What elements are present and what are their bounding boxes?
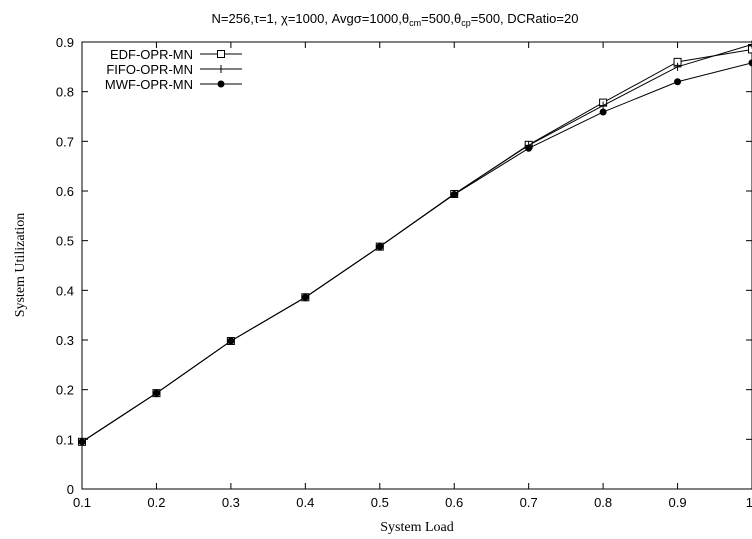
point-marker: [674, 78, 682, 86]
x-axis-label: System Load: [380, 520, 454, 535]
point-marker: [217, 50, 225, 58]
x-tick-label: 0.6: [445, 495, 463, 510]
point-marker: [748, 59, 752, 67]
point-marker: [748, 45, 752, 54]
y-tick-label: 0.7: [56, 134, 74, 149]
x-tick-label: 0.4: [296, 495, 314, 510]
series-line: [81, 48, 752, 443]
x-tick-label: 0.1: [73, 495, 91, 510]
y-tick-label: 0: [67, 482, 74, 497]
x-tick-label: 0.3: [222, 495, 240, 510]
series-mwf-opr-mn: [78, 59, 752, 446]
y-tick-label: 0.9: [56, 35, 74, 50]
point-marker: [599, 108, 607, 116]
x-tick-label: 0.2: [147, 495, 165, 510]
x-tick-label: 0.5: [371, 495, 389, 510]
point-marker: [301, 293, 309, 301]
plot-frame: [81, 41, 752, 490]
point-marker: [227, 337, 235, 345]
series-edf-opr-mn: [78, 45, 752, 446]
point-marker: [748, 40, 752, 49]
point-marker: [217, 65, 225, 73]
point-marker: [450, 190, 458, 198]
legend-label: EDF-OPR-MN: [110, 47, 193, 62]
x-tick-label: 1: [746, 495, 752, 510]
series-fifo-opr-mn: [78, 40, 752, 446]
title-part: N=256,τ=1, χ=1000, Avgσ=1000,θ: [212, 11, 410, 26]
title-part: =500, DCRatio=20: [471, 11, 579, 26]
point-marker: [217, 80, 225, 88]
title-part: =500,θ: [421, 11, 461, 26]
x-tick-label: 0.9: [669, 495, 687, 510]
point-marker: [525, 144, 533, 152]
point-marker: [78, 438, 86, 446]
y-tick-label: 0.4: [56, 283, 74, 298]
point-marker: [673, 62, 682, 71]
x-tick-label: 0.7: [520, 495, 538, 510]
y-tick-label: 0.3: [56, 333, 74, 348]
chart-title: N=256,τ=1, χ=1000, Avgσ=1000,θcm=500,θcp…: [212, 11, 579, 28]
legend-label: FIFO-OPR-MN: [106, 62, 193, 77]
y-tick-label: 0.5: [56, 234, 74, 249]
legend-label: MWF-OPR-MN: [105, 77, 193, 92]
y-tick-label: 0.2: [56, 383, 74, 398]
x-tick-label: 0.8: [594, 495, 612, 510]
point-marker: [599, 101, 608, 110]
y-tick-label: 0.1: [56, 432, 74, 447]
y-tick-label: 0.6: [56, 184, 74, 199]
axis-ticks: 0.1 0.2 0.3 0.4 0.5 0.6 0.7 0.8 0.9 100.10.20.30.…: [56, 35, 752, 510]
point-marker: [376, 243, 384, 251]
y-tick-label: 0.8: [56, 85, 74, 100]
title-part: cm: [409, 18, 421, 28]
y-axis-label: System Utilization: [13, 213, 28, 318]
series-layer: [78, 40, 752, 446]
series-line: [81, 44, 752, 443]
series-line: [81, 62, 752, 443]
point-marker: [152, 389, 160, 397]
title-part: cp: [461, 18, 471, 28]
